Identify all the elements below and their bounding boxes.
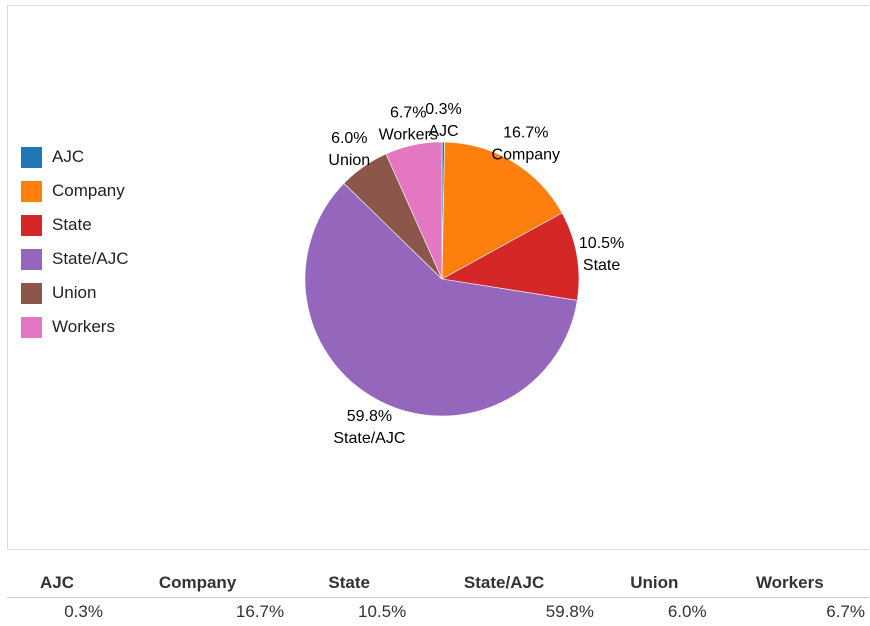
slice-name-label: Workers bbox=[379, 127, 438, 144]
slice-name-label: State bbox=[583, 257, 620, 274]
table-header-cell: Company bbox=[107, 569, 288, 598]
table-cell: 10.5% bbox=[288, 598, 410, 626]
table-header-cell: Union bbox=[598, 569, 711, 598]
table-cell: 0.3% bbox=[7, 598, 107, 626]
table-cell: 59.8% bbox=[410, 598, 598, 626]
table-header-cell: Workers bbox=[711, 569, 869, 598]
slice-value-label: 6.7% bbox=[390, 105, 426, 122]
slice-value-label: 16.7% bbox=[503, 124, 548, 141]
table-row: 0.3%16.7%10.5%59.8%6.0%6.7% bbox=[7, 598, 869, 626]
slice-value-label: 59.8% bbox=[347, 408, 392, 425]
slice-name-label: State/AJC bbox=[333, 430, 405, 447]
table-cell: 6.7% bbox=[711, 598, 869, 626]
table-header-cell: AJC bbox=[7, 569, 107, 598]
slice-value-label: 0.3% bbox=[425, 101, 461, 118]
slice-name-label: Union bbox=[328, 152, 370, 169]
table-cell: 16.7% bbox=[107, 598, 288, 626]
table-header-cell: State/AJC bbox=[410, 569, 598, 598]
table-cell: 6.0% bbox=[598, 598, 711, 626]
slice-value-label: 6.0% bbox=[331, 130, 367, 147]
slice-value-label: 10.5% bbox=[579, 235, 624, 252]
table-header-cell: State bbox=[288, 569, 410, 598]
slice-name-label: Company bbox=[492, 146, 560, 163]
